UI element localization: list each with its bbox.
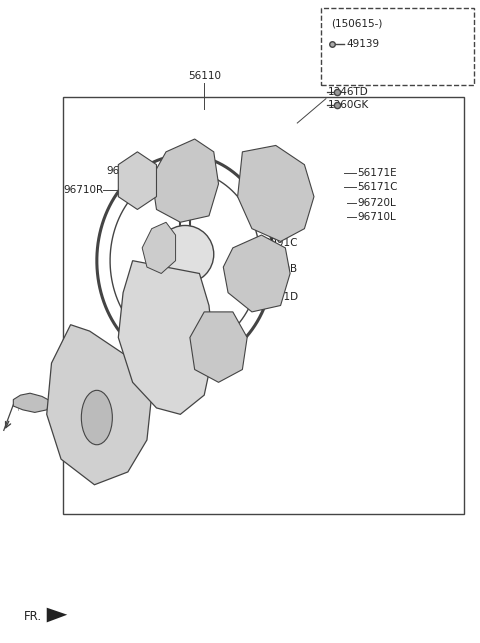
Polygon shape [152, 139, 218, 222]
Text: 56120C: 56120C [151, 352, 191, 362]
Text: 96720R: 96720R [107, 166, 147, 176]
Polygon shape [142, 222, 176, 273]
Text: 49139: 49139 [346, 39, 379, 49]
Polygon shape [47, 608, 67, 622]
Polygon shape [47, 325, 152, 485]
Polygon shape [118, 260, 214, 414]
Text: 56170B: 56170B [257, 264, 297, 274]
Ellipse shape [81, 390, 112, 445]
Text: REF.56-563: REF.56-563 [51, 412, 109, 421]
Text: 1360GK: 1360GK [328, 100, 370, 110]
Polygon shape [118, 152, 156, 210]
Text: (150615-): (150615-) [331, 18, 382, 28]
Text: 96720L: 96720L [357, 198, 396, 208]
Text: FR.: FR. [24, 610, 42, 622]
Text: 56171E: 56171E [357, 168, 396, 178]
Text: 56111D: 56111D [257, 292, 298, 302]
Polygon shape [190, 312, 247, 383]
Text: 56991C: 56991C [257, 239, 297, 248]
Ellipse shape [156, 226, 214, 283]
Polygon shape [223, 235, 290, 312]
Text: 96710L: 96710L [357, 212, 396, 222]
Text: 1346TD: 1346TD [328, 87, 369, 97]
Text: 96710R: 96710R [64, 185, 104, 195]
Text: 56110: 56110 [188, 71, 221, 82]
Polygon shape [238, 145, 314, 242]
Text: 56171C: 56171C [357, 182, 397, 192]
Polygon shape [13, 394, 51, 412]
